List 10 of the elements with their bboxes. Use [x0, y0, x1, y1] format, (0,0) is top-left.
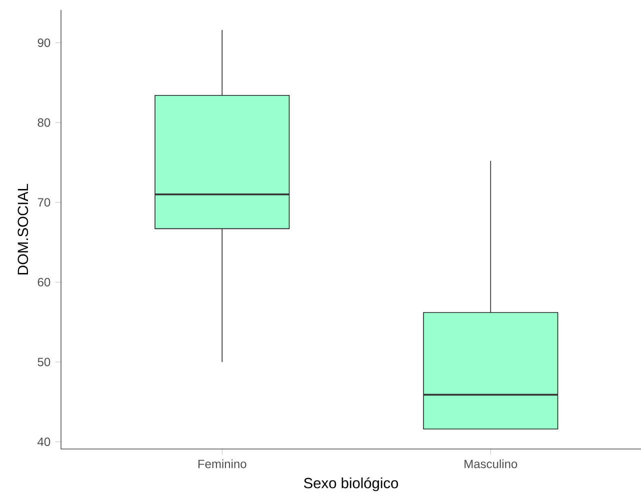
y-tick-label: 60	[38, 278, 50, 286]
y-tick-label: 70	[38, 198, 50, 207]
y-tick-label: 80	[38, 118, 50, 127]
x-tick-label: Masculino	[464, 459, 518, 468]
y-tick-label: 40	[38, 438, 50, 446]
y-tick-label: 90	[38, 38, 50, 47]
y-tick-label: 50	[38, 358, 50, 366]
x-tick-label: Feminino	[198, 459, 246, 468]
x-axis-title: Sexo biológico	[304, 477, 398, 492]
y-axis-title: DOM.SOCIAL	[18, 184, 28, 274]
